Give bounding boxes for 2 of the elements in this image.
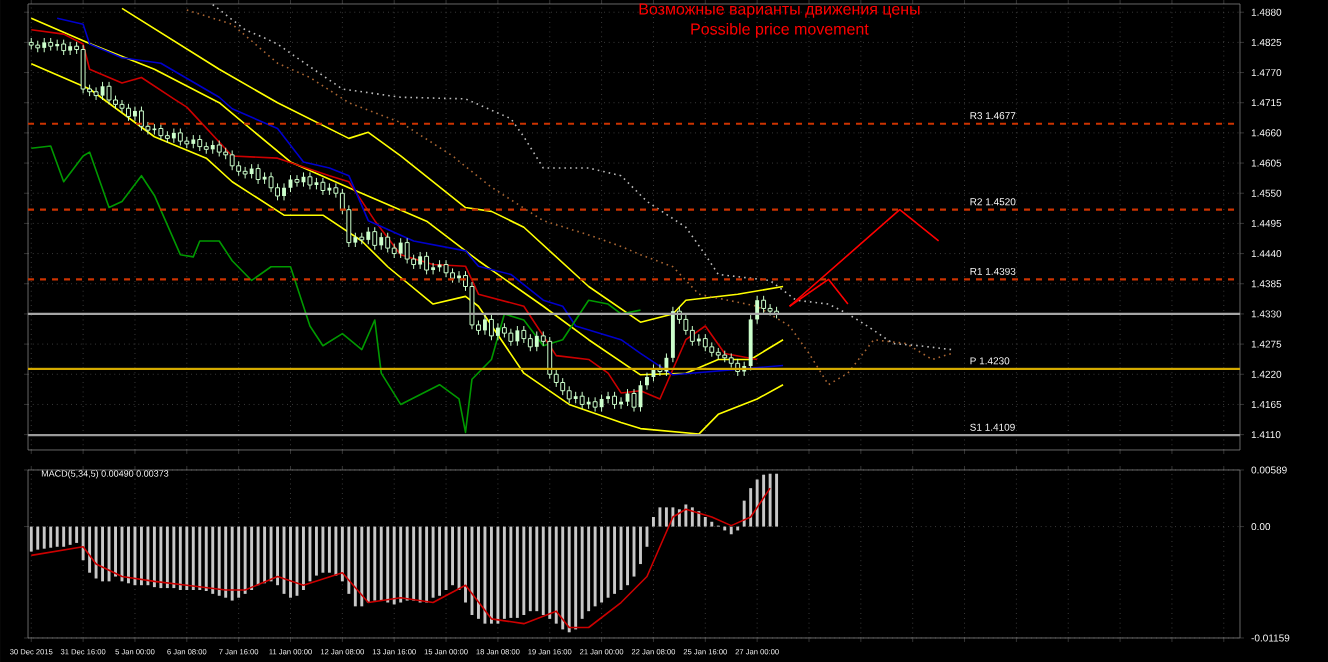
text: Possible price movement — [691, 22, 869, 38]
chart-title: Возможные варианты движения цены — [639, 3, 920, 18]
